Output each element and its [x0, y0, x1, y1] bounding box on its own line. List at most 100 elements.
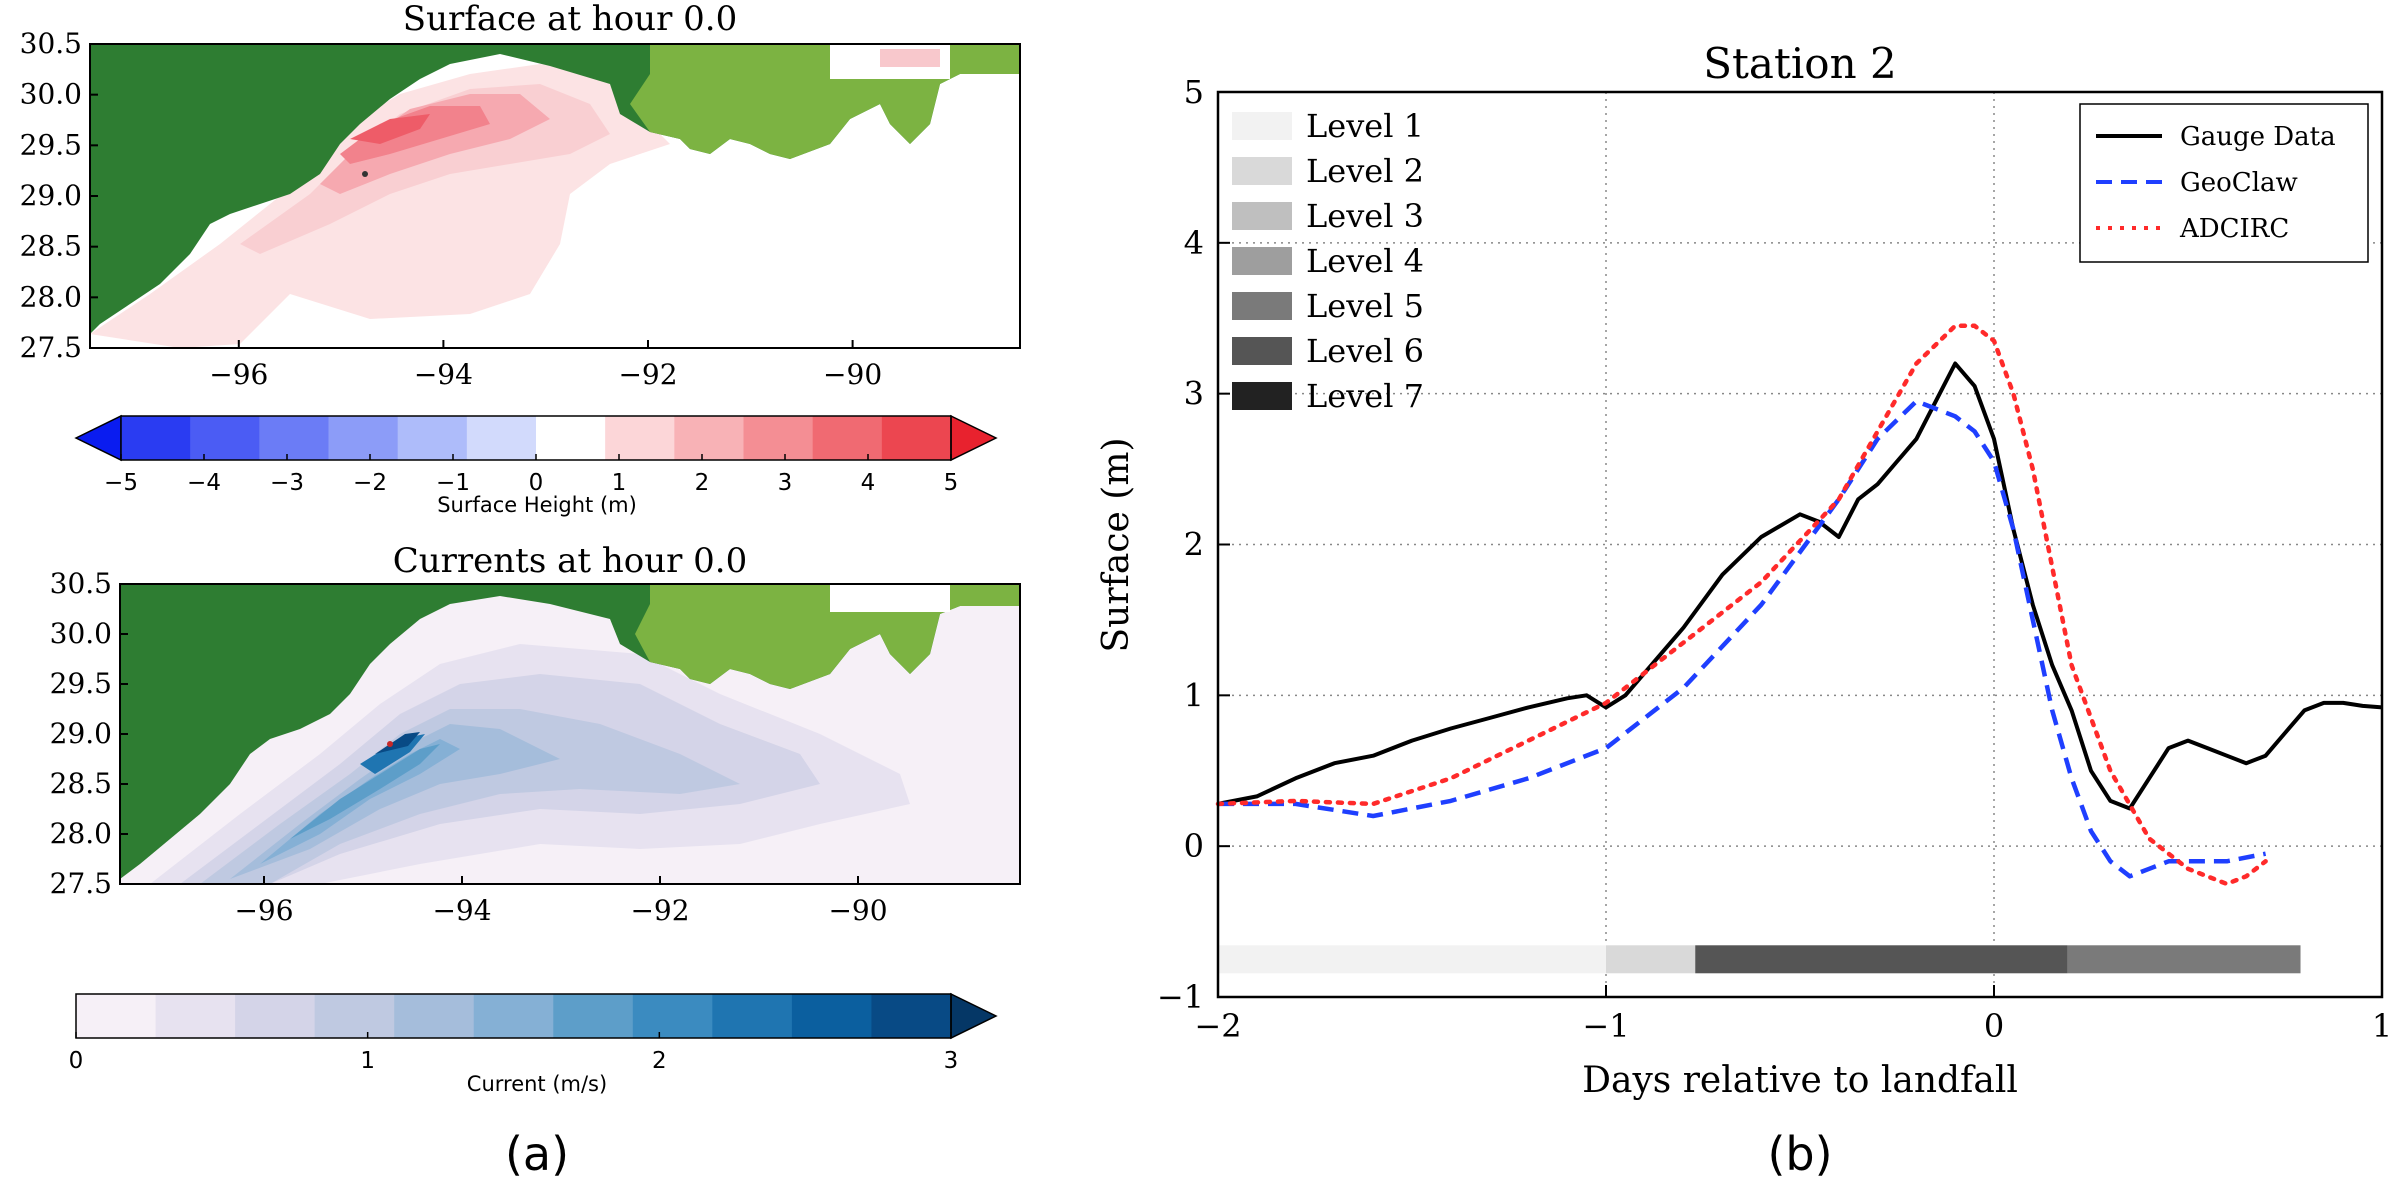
map-x-tick-label: −90	[828, 894, 887, 927]
colorbar-tick-label: 0	[69, 1048, 84, 1074]
colorbar-swatch	[76, 994, 157, 1038]
level-bar-segment	[1695, 945, 2068, 974]
map-currents-y-axis: 30.5 30.0 29.5 29.0 28.5 28.0 27.5	[50, 567, 128, 900]
map-currents-title: Currents at hour 0.0	[393, 541, 748, 581]
map-x-tick-label: −94	[414, 358, 473, 391]
current-colorbar: 0 1 2 3 Current (m/s)	[69, 992, 998, 1096]
map-currents-panel: Currents at hour 0.0 −96 −94 −92 −90 30.5 30…	[50, 541, 1021, 927]
map-x-tick-label: −92	[630, 894, 689, 927]
level-legend-swatch	[1232, 202, 1292, 230]
chart-title: Station 2	[1703, 39, 1896, 88]
level-legend-label: Level 2	[1306, 152, 1424, 190]
current-contour-2	[200, 709, 740, 884]
map-x-tick-label: −94	[432, 894, 491, 927]
level-legend-label: Level 4	[1306, 242, 1424, 280]
x-tick-label: 1	[2372, 1007, 2392, 1045]
current-colorbar-swatches	[75, 992, 998, 1040]
colorbar-swatch	[466, 416, 537, 460]
colorbar-swatch	[881, 416, 952, 460]
surface-colorbar: −5 −4 −3 −2 −1 0 1 2 3 4 5 Surface Height (m)	[74, 414, 998, 517]
map-surface-y-axis: 30.5 30.0 29.5 29.0 28.5 28.0 27.5	[20, 27, 98, 364]
series-legend-label: ADCIRC	[2179, 214, 2289, 244]
station-marker	[362, 171, 368, 177]
map-currents-x-axis: −96 −94 −92 −90	[234, 876, 888, 927]
colorbar-frame	[75, 993, 952, 1039]
map-surface-x-axis: −96 −94 −92 −90	[209, 340, 882, 391]
x-tick-label: −1	[1582, 1007, 1629, 1045]
colorbar-arrow-left	[74, 414, 122, 462]
map-x-tick-label: −96	[234, 894, 293, 927]
chart-xlabel: Days relative to landfall	[1582, 1060, 2018, 1101]
series-legend-label: GeoClaw	[2180, 168, 2298, 198]
surge-contour-2	[320, 94, 550, 194]
surge-contour-3	[340, 106, 490, 164]
map-x-tick-label: −92	[618, 358, 677, 391]
map-currents-gap	[830, 584, 950, 612]
colorbar-swatch	[235, 994, 316, 1038]
level-legend-swatch	[1232, 337, 1292, 365]
map-y-tick-label: 29.0	[20, 179, 82, 212]
map-x-tick-label: −96	[209, 358, 268, 391]
y-tick-label: 1	[1184, 676, 1204, 714]
map-y-tick-label: 30.5	[20, 27, 82, 60]
colorbar-tick-label: 2	[652, 1048, 667, 1074]
y-tick-label: 4	[1184, 224, 1204, 262]
colorbar-swatch	[473, 994, 554, 1038]
colorbar-arrow-right	[950, 414, 998, 462]
colorbar-swatch	[743, 416, 814, 460]
map-x-tick-label: −90	[823, 358, 882, 391]
level-bar	[1218, 945, 2301, 974]
map-y-tick-label: 30.0	[50, 617, 112, 650]
series-line-adcirc	[1215, 323, 2268, 887]
level-legend-swatch	[1232, 157, 1292, 185]
colorbar-tick-label: 0	[529, 470, 544, 496]
colorbar-swatch	[812, 416, 883, 460]
colorbar-tick-label: 1	[612, 470, 627, 496]
level-legend-label: Level 7	[1306, 377, 1424, 415]
map-y-tick-label: 30.5	[50, 567, 112, 600]
colorbar-swatch	[553, 994, 634, 1038]
colorbar-swatch	[314, 994, 395, 1038]
level-legend-label: Level 6	[1306, 332, 1424, 370]
map-y-tick-label: 27.5	[50, 867, 112, 900]
series-legend-label: Gauge Data	[2180, 122, 2336, 152]
level-bar-segment	[1218, 945, 1606, 974]
colorbar-tick-label: −2	[353, 470, 387, 496]
map-y-tick-label: 28.0	[20, 280, 82, 313]
colorbar-arrow-right	[950, 992, 998, 1040]
colorbar-swatch	[397, 416, 468, 460]
map-y-tick-label: 28.5	[50, 767, 112, 800]
chart-y-axis: −1 0 1 2 3 4 5	[1157, 73, 1230, 1016]
colorbar-swatch	[536, 416, 606, 460]
surface-colorbar-label: Surface Height (m)	[437, 493, 637, 517]
level-bar-segment	[2067, 945, 2301, 974]
colorbar-tick-label: 1	[360, 1048, 375, 1074]
map-y-tick-label: 28.5	[20, 230, 82, 263]
level-legend-label: Level 1	[1306, 107, 1424, 145]
colorbar-swatch	[632, 994, 713, 1038]
surface-colorbar-swatches	[74, 414, 998, 462]
level-legend-swatch	[1232, 382, 1292, 410]
y-tick-label: 5	[1184, 73, 1204, 111]
level-legend-swatch	[1232, 112, 1292, 140]
map-y-tick-label: 30.0	[20, 78, 82, 111]
colorbar-tick-label: 2	[695, 470, 710, 496]
map-y-tick-label: 29.0	[50, 717, 112, 750]
colorbar-swatch	[259, 416, 329, 460]
colorbar-tick-label: 3	[944, 1048, 959, 1074]
panel-b-caption: (b)	[1767, 1127, 1832, 1181]
series-line-geoclaw	[1218, 398, 2267, 879]
map-surface-panel: Surface at hour 0.0 −96 −94 −92 −90 30.530.…	[20, 0, 1021, 391]
colorbar-tick-label: 3	[778, 470, 793, 496]
series-line-gauge-data	[1217, 361, 2383, 811]
map-y-tick-label: 27.5	[20, 331, 82, 364]
colorbar-swatch	[328, 416, 399, 460]
level-bar-segment	[1606, 945, 1696, 974]
colorbar-swatch	[605, 416, 675, 460]
colorbar-swatch	[121, 416, 191, 460]
current-colorbar-label: Current (m/s)	[467, 1072, 607, 1096]
x-tick-label: 0	[1984, 1007, 2004, 1045]
colorbar-swatch	[712, 994, 793, 1038]
